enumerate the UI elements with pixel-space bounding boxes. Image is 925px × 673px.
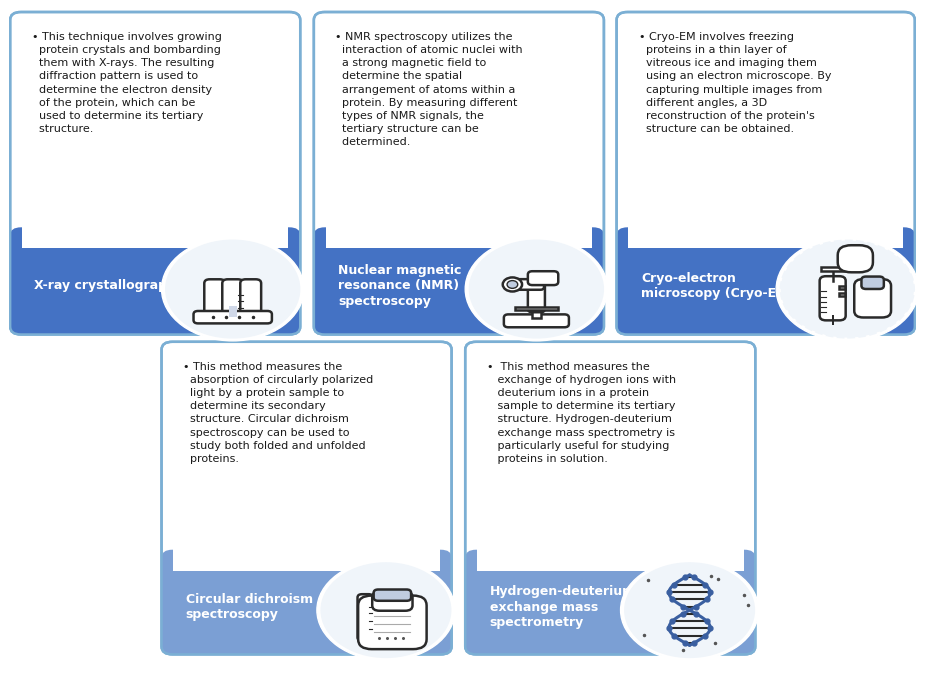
Bar [326, 25, 592, 248]
Bar [628, 25, 903, 248]
Text: X-ray crystallography: X-ray crystallography [34, 279, 184, 293]
FancyBboxPatch shape [528, 271, 559, 285]
FancyBboxPatch shape [820, 276, 845, 320]
Bar [532, 309, 541, 318]
FancyBboxPatch shape [838, 245, 873, 273]
Circle shape [162, 238, 304, 341]
Bar [173, 355, 440, 571]
Circle shape [317, 560, 455, 660]
FancyBboxPatch shape [509, 279, 544, 290]
FancyBboxPatch shape [372, 592, 413, 610]
FancyBboxPatch shape [358, 594, 373, 641]
FancyBboxPatch shape [861, 277, 884, 289]
Circle shape [625, 563, 754, 657]
Circle shape [321, 563, 450, 657]
Circle shape [776, 238, 919, 341]
FancyBboxPatch shape [204, 279, 225, 322]
Circle shape [621, 560, 758, 660]
Circle shape [502, 277, 522, 291]
FancyBboxPatch shape [465, 550, 756, 654]
Text: Hydrogen-deuterium
exchange mass
spectrometry: Hydrogen-deuterium exchange mass spectro… [489, 585, 635, 629]
Text: • This technique involves growing
  protein crystals and bombarding
  them with : • This technique involves growing protei… [31, 32, 222, 134]
FancyBboxPatch shape [193, 311, 272, 324]
FancyBboxPatch shape [162, 550, 451, 654]
Bar [228, 306, 237, 317]
FancyBboxPatch shape [222, 279, 243, 322]
Text: • NMR spectroscopy utilizes the
  interaction of atomic nuclei with
  a strong m: • NMR spectroscopy utilizes the interact… [336, 32, 523, 147]
FancyBboxPatch shape [314, 227, 604, 334]
Bar [477, 355, 744, 571]
FancyBboxPatch shape [855, 279, 891, 318]
FancyBboxPatch shape [528, 277, 545, 312]
Bar [820, 267, 845, 271]
FancyBboxPatch shape [617, 12, 915, 334]
Bar [515, 306, 558, 310]
Text: Cryo-electron
microscopy (Cryo-EM): Cryo-electron microscopy (Cryo-EM) [641, 272, 795, 300]
Text: • Cryo-EM involves freezing
  proteins in a thin layer of
  vitreous ice and ima: • Cryo-EM involves freezing proteins in … [638, 32, 831, 134]
Text: Circular dichroism
spectroscopy: Circular dichroism spectroscopy [186, 593, 313, 621]
Circle shape [781, 240, 914, 338]
Circle shape [166, 240, 300, 338]
Text: • This method measures the
  absorption of circularly polarized
  light by a pro: • This method measures the absorption of… [183, 361, 374, 464]
FancyBboxPatch shape [504, 314, 569, 327]
Bar [839, 285, 845, 289]
FancyBboxPatch shape [358, 596, 426, 649]
FancyBboxPatch shape [162, 342, 451, 654]
FancyBboxPatch shape [10, 227, 301, 334]
FancyBboxPatch shape [240, 279, 261, 322]
Text: Nuclear magnetic
resonance (NMR)
spectroscopy: Nuclear magnetic resonance (NMR) spectro… [339, 264, 462, 308]
Circle shape [465, 238, 608, 341]
Circle shape [470, 240, 603, 338]
Bar [22, 25, 289, 248]
FancyBboxPatch shape [314, 12, 604, 334]
FancyBboxPatch shape [617, 227, 915, 334]
FancyBboxPatch shape [10, 12, 301, 334]
FancyBboxPatch shape [374, 590, 411, 601]
Text: •  This method measures the
   exchange of hydrogen ions with
   deuterium ions : • This method measures the exchange of h… [487, 361, 676, 464]
FancyBboxPatch shape [465, 342, 756, 654]
Circle shape [507, 281, 518, 288]
Bar [839, 293, 845, 296]
